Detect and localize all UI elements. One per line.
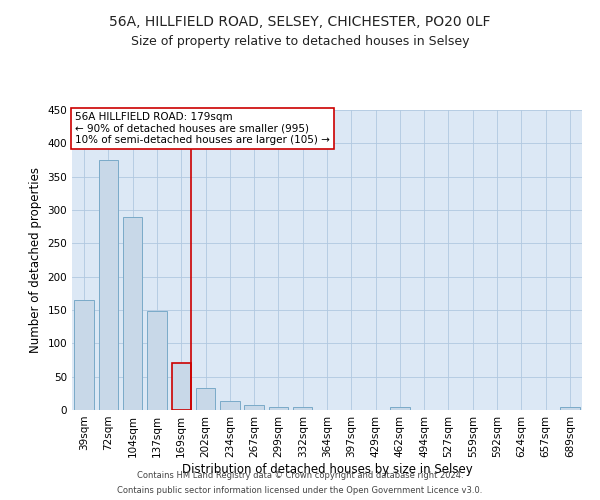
Bar [74,300,94,410]
Bar [220,402,239,410]
Text: Contains HM Land Registry data © Crown copyright and database right 2024.: Contains HM Land Registry data © Crown c… [137,471,463,480]
X-axis label: Distribution of detached houses by size in Selsey: Distribution of detached houses by size … [182,462,472,475]
Text: Size of property relative to detached houses in Selsey: Size of property relative to detached ho… [131,35,469,48]
Bar [390,408,410,410]
Y-axis label: Number of detached properties: Number of detached properties [29,167,42,353]
Bar [172,364,191,410]
Bar [560,408,580,410]
Bar [147,312,167,410]
Bar [293,408,313,410]
Bar [196,388,215,410]
Text: Contains public sector information licensed under the Open Government Licence v3: Contains public sector information licen… [118,486,482,495]
Text: 56A, HILLFIELD ROAD, SELSEY, CHICHESTER, PO20 0LF: 56A, HILLFIELD ROAD, SELSEY, CHICHESTER,… [109,15,491,29]
Bar [269,406,288,410]
Bar [244,406,264,410]
Bar [99,160,118,410]
Bar [123,216,142,410]
Text: 56A HILLFIELD ROAD: 179sqm
← 90% of detached houses are smaller (995)
10% of sem: 56A HILLFIELD ROAD: 179sqm ← 90% of deta… [75,112,330,145]
